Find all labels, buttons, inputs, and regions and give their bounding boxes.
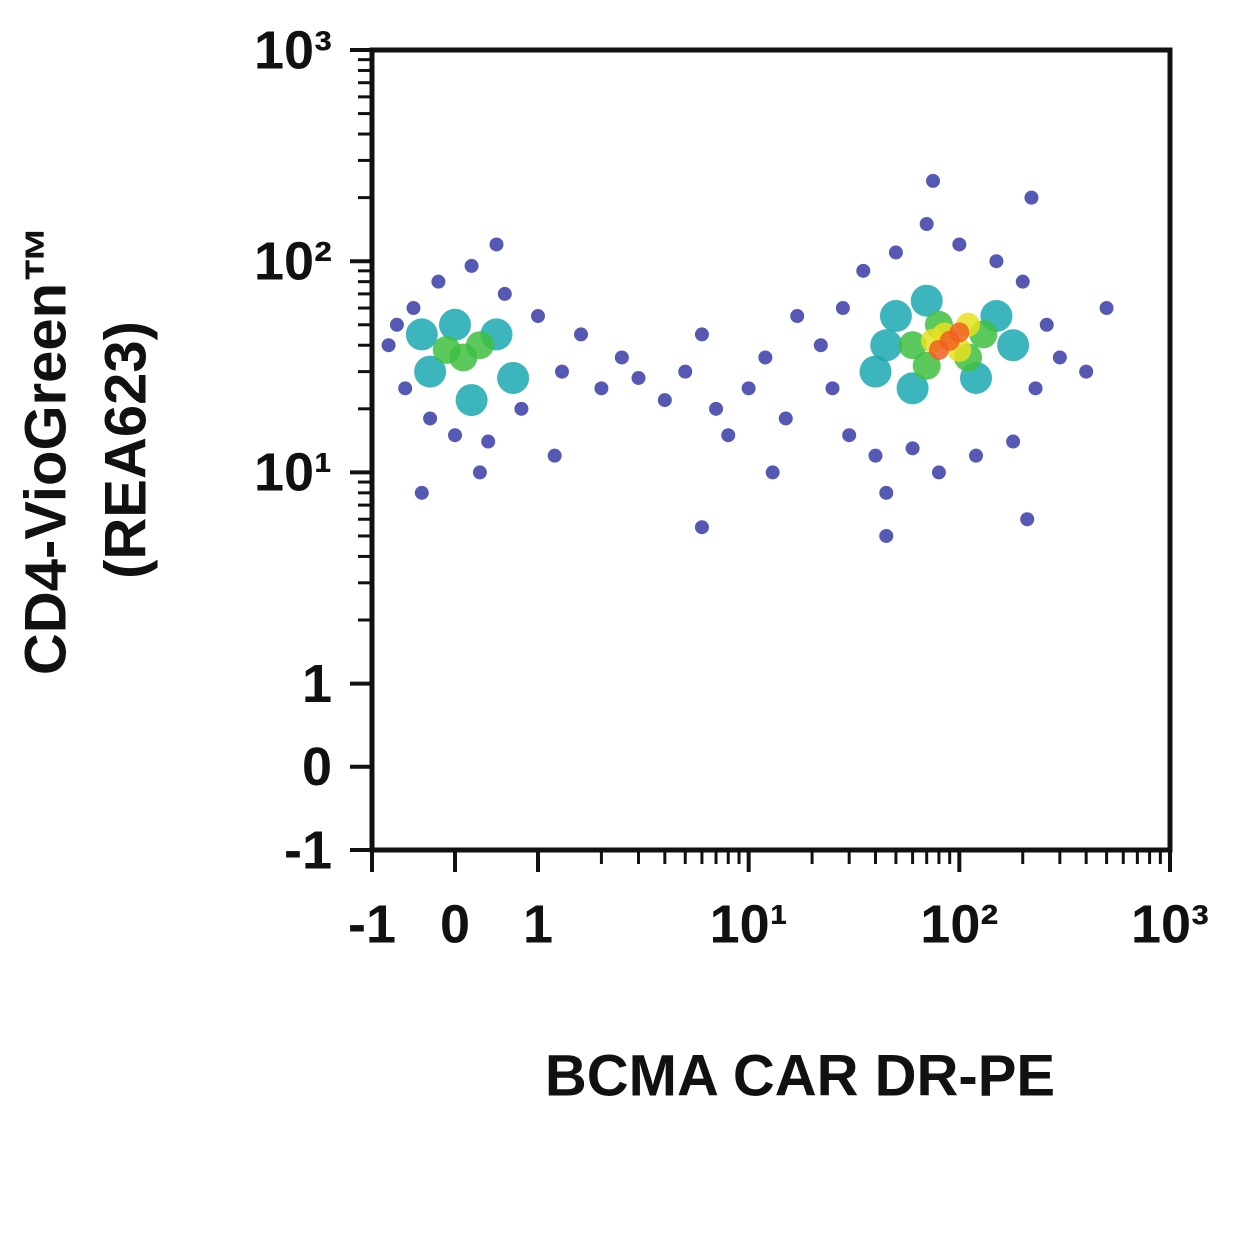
point bbox=[398, 381, 413, 396]
point bbox=[678, 364, 693, 379]
point bbox=[514, 401, 529, 416]
y-axis-label: (REA623) bbox=[93, 321, 158, 579]
point bbox=[657, 393, 672, 408]
point bbox=[709, 401, 724, 416]
point bbox=[448, 428, 462, 443]
point bbox=[694, 327, 709, 342]
point bbox=[414, 355, 447, 388]
point bbox=[825, 381, 840, 396]
point bbox=[842, 428, 857, 443]
point bbox=[835, 301, 850, 316]
point bbox=[531, 309, 545, 324]
point bbox=[489, 237, 504, 252]
point bbox=[910, 284, 943, 317]
point bbox=[555, 364, 570, 379]
point bbox=[1099, 301, 1114, 316]
x-tick-label: 1 bbox=[523, 894, 553, 954]
point bbox=[464, 258, 479, 273]
y-tick-label: 0 bbox=[302, 737, 332, 797]
point bbox=[813, 338, 828, 353]
point bbox=[472, 465, 487, 480]
point bbox=[1006, 434, 1021, 449]
point bbox=[741, 381, 756, 396]
point bbox=[497, 361, 530, 394]
point bbox=[758, 350, 773, 365]
point bbox=[765, 465, 780, 480]
point bbox=[898, 331, 927, 360]
point bbox=[949, 322, 970, 343]
plot-frame bbox=[369, 47, 1173, 853]
point bbox=[1039, 317, 1054, 332]
x-tick-label: 0 bbox=[440, 894, 470, 954]
point bbox=[465, 331, 494, 360]
point bbox=[856, 263, 871, 278]
point bbox=[931, 465, 946, 480]
point bbox=[1020, 512, 1035, 527]
y-tick-label: 10³ bbox=[254, 20, 332, 80]
point bbox=[594, 381, 609, 396]
y-axis-label: CD4-VioGreen™ bbox=[13, 225, 78, 675]
point bbox=[423, 411, 438, 426]
point bbox=[481, 434, 496, 449]
point bbox=[1079, 364, 1094, 379]
point bbox=[631, 370, 646, 385]
point bbox=[879, 528, 894, 543]
point bbox=[381, 338, 396, 353]
point bbox=[1052, 350, 1067, 365]
point bbox=[879, 485, 894, 500]
point bbox=[406, 301, 421, 316]
point bbox=[694, 520, 709, 535]
point bbox=[969, 448, 984, 463]
point bbox=[574, 327, 589, 342]
point bbox=[721, 428, 736, 443]
point bbox=[432, 335, 461, 364]
x-tick-label: 10² bbox=[920, 894, 998, 954]
point bbox=[547, 448, 562, 463]
x-tick-label: 10¹ bbox=[710, 894, 788, 954]
x-tick-label: 10³ bbox=[1131, 894, 1209, 954]
point bbox=[614, 350, 629, 365]
point bbox=[439, 308, 471, 341]
point bbox=[790, 309, 805, 324]
y-tick-label: 10² bbox=[254, 231, 332, 291]
points bbox=[381, 173, 1114, 543]
point bbox=[919, 217, 934, 232]
point bbox=[868, 448, 883, 463]
y-tick-label: 1 bbox=[302, 654, 332, 714]
point bbox=[1028, 381, 1043, 396]
point bbox=[879, 300, 912, 333]
y-tick-label: 10¹ bbox=[254, 443, 332, 503]
point bbox=[1024, 190, 1039, 205]
point bbox=[405, 318, 438, 351]
point bbox=[778, 411, 793, 426]
point bbox=[431, 274, 446, 289]
point bbox=[1015, 274, 1030, 289]
point bbox=[997, 329, 1030, 362]
point bbox=[859, 355, 892, 388]
y-tick-label: -1 bbox=[284, 820, 332, 880]
point bbox=[455, 384, 488, 417]
point bbox=[905, 441, 920, 456]
point bbox=[926, 173, 941, 188]
point bbox=[497, 286, 512, 301]
point bbox=[389, 317, 404, 332]
point bbox=[870, 329, 903, 362]
x-axis-label: BCMA CAR DR-PE bbox=[545, 1043, 1055, 1108]
point bbox=[952, 237, 967, 252]
point bbox=[414, 485, 429, 500]
point bbox=[912, 351, 941, 380]
point bbox=[888, 245, 903, 260]
point bbox=[896, 372, 929, 405]
x-tick-label: -1 bbox=[348, 894, 396, 954]
point bbox=[928, 339, 949, 360]
point bbox=[989, 254, 1004, 269]
